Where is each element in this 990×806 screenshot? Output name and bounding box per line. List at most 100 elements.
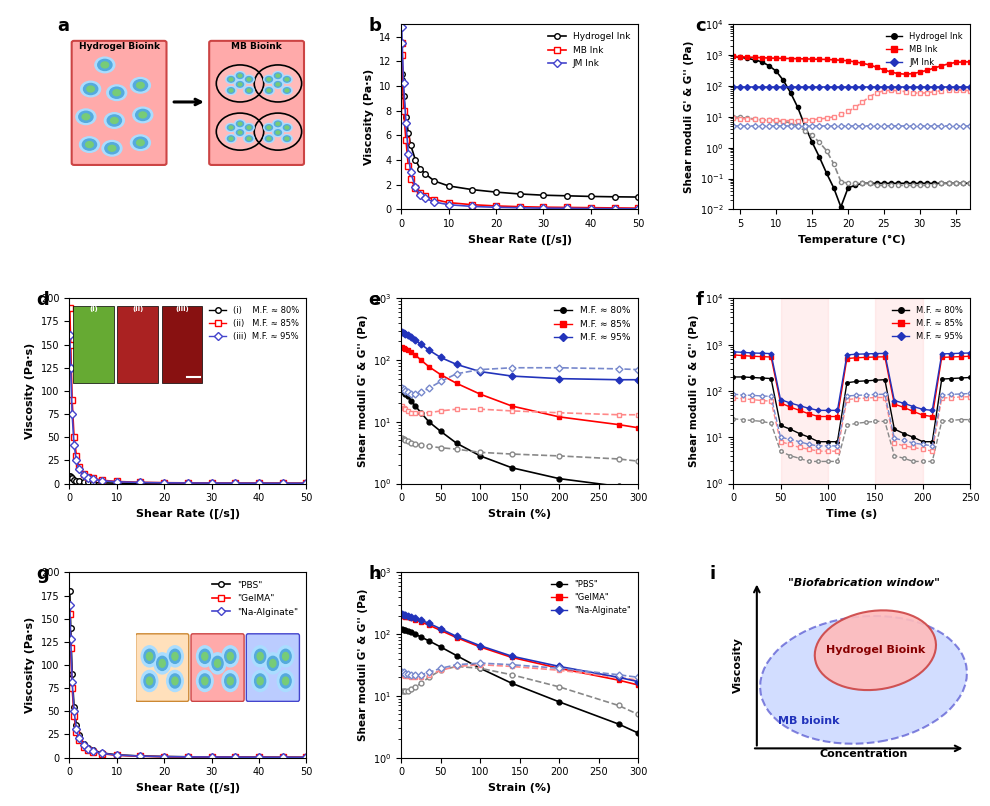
Circle shape: [246, 77, 252, 82]
Hydrogel Ink: [443, 181, 454, 191]
X-axis label: Shear Rate ([/s]): Shear Rate ([/s]): [136, 783, 240, 793]
Circle shape: [246, 136, 252, 141]
Text: Concentration: Concentration: [820, 750, 908, 759]
"GelMA": [77, 742, 89, 751]
Circle shape: [134, 80, 148, 91]
Circle shape: [263, 135, 274, 143]
Hydrogel Ink: [561, 191, 573, 201]
MB Ink: [466, 200, 478, 210]
Circle shape: [229, 78, 233, 81]
Circle shape: [79, 137, 99, 152]
"GelMA": [73, 735, 85, 745]
Text: a: a: [57, 17, 69, 35]
MB Ink: [405, 173, 417, 183]
Circle shape: [254, 113, 302, 150]
Circle shape: [113, 89, 121, 96]
Circle shape: [82, 139, 97, 150]
"Na-Alginate": [73, 733, 85, 743]
Circle shape: [226, 135, 237, 143]
"Na-Alginate": [97, 749, 109, 758]
Y-axis label: Shear moduli G' & G'' (Pa): Shear moduli G' & G'' (Pa): [689, 314, 699, 467]
Circle shape: [276, 131, 280, 134]
Circle shape: [283, 88, 290, 93]
MB Ink: [398, 106, 410, 115]
"PBS": [277, 753, 289, 762]
Circle shape: [276, 74, 280, 77]
"GelMA": [111, 750, 123, 760]
Legend: "PBS", "GelMA", "Na-Alginate": "PBS", "GelMA", "Na-Alginate": [547, 576, 635, 618]
X-axis label: Shear Rate ([/s]): Shear Rate ([/s]): [467, 235, 572, 245]
X-axis label: Strain (%): Strain (%): [488, 509, 551, 519]
"Na-Alginate": [135, 751, 147, 761]
"GelMA": [68, 711, 80, 721]
Circle shape: [274, 121, 281, 127]
"GelMA": [182, 752, 194, 762]
JM Ink: [585, 204, 597, 214]
Circle shape: [101, 62, 109, 68]
"PBS": [63, 586, 75, 596]
Circle shape: [139, 112, 147, 118]
Circle shape: [134, 137, 148, 148]
Circle shape: [133, 107, 152, 123]
"PBS": [182, 752, 194, 762]
FancyBboxPatch shape: [71, 41, 166, 165]
Hydrogel Ink: [396, 69, 408, 78]
Legend: M.F. ≈ 80%, M.F. ≈ 85%, M.F. ≈ 95%: M.F. ≈ 80%, M.F. ≈ 85%, M.F. ≈ 95%: [889, 302, 966, 344]
Hydrogel Ink: [400, 112, 412, 122]
"Na-Alginate": [158, 752, 170, 762]
Line: Hydrogel Ink: Hydrogel Ink: [399, 71, 642, 200]
"Na-Alginate": [64, 634, 76, 644]
Hydrogel Ink: [514, 189, 526, 199]
"GelMA": [82, 745, 94, 754]
"PBS": [70, 721, 82, 730]
Circle shape: [283, 77, 290, 82]
MB Ink: [402, 161, 414, 171]
"PBS": [135, 751, 147, 761]
Circle shape: [246, 88, 252, 93]
Legend: Hydrogel Ink, MB Ink, JM Ink: Hydrogel Ink, MB Ink, JM Ink: [882, 28, 966, 70]
Bar: [875, 298, 923, 484]
X-axis label: Time (s): Time (s): [826, 509, 877, 519]
"GelMA": [87, 747, 99, 757]
"Na-Alginate": [253, 752, 265, 762]
"PBS": [68, 702, 80, 712]
"PBS": [77, 739, 89, 749]
JM Ink: [429, 197, 441, 207]
Hydrogel Ink: [410, 156, 422, 165]
Circle shape: [248, 126, 250, 129]
Circle shape: [282, 75, 292, 84]
Circle shape: [228, 77, 235, 82]
Circle shape: [285, 137, 289, 140]
Circle shape: [282, 123, 292, 131]
"GelMA": [230, 752, 242, 762]
JM Ink: [561, 203, 573, 213]
Circle shape: [285, 78, 289, 81]
Y-axis label: Shear moduli G' & G'' (Pa): Shear moduli G' & G'' (Pa): [357, 589, 367, 742]
Circle shape: [228, 136, 235, 141]
MB Ink: [396, 38, 408, 48]
Text: d: d: [36, 291, 49, 309]
"GelMA": [70, 727, 82, 737]
JM Ink: [443, 200, 454, 210]
Ellipse shape: [760, 616, 967, 744]
Circle shape: [235, 128, 246, 136]
JM Ink: [405, 168, 417, 177]
Circle shape: [110, 87, 124, 98]
Circle shape: [244, 135, 254, 143]
"GelMA": [300, 753, 312, 762]
Circle shape: [237, 121, 244, 127]
Circle shape: [272, 81, 283, 89]
MB Ink: [561, 202, 573, 212]
Circle shape: [285, 126, 289, 129]
Line: "GelMA": "GelMA": [67, 611, 309, 760]
Circle shape: [239, 131, 242, 134]
MB Ink: [410, 184, 422, 193]
FancyBboxPatch shape: [209, 41, 304, 165]
Text: MB Bioink: MB Bioink: [232, 42, 282, 51]
"GelMA": [97, 749, 109, 758]
MB Ink: [514, 202, 526, 211]
Circle shape: [76, 109, 96, 125]
"GelMA": [66, 683, 78, 693]
Circle shape: [237, 81, 244, 87]
Line: MB Ink: MB Ink: [399, 40, 642, 211]
